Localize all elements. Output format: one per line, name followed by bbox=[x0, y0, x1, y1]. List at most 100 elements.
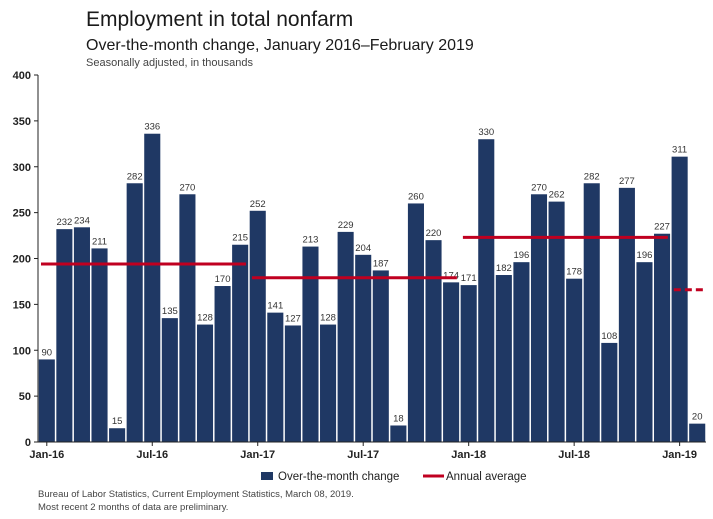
legend-line-label: Annual average bbox=[446, 471, 527, 483]
y-tick-label: 200 bbox=[13, 254, 31, 266]
data-label: 127 bbox=[285, 313, 301, 324]
data-label: 182 bbox=[496, 263, 512, 274]
bar bbox=[636, 262, 653, 442]
legend: Over-the-month change Annual average bbox=[261, 471, 527, 483]
data-label: 135 bbox=[162, 306, 178, 317]
bar bbox=[355, 254, 372, 442]
axes-group: 0 50 100 150 200 250 300 350 400 Jan-16 Jul-16 Jan-… bbox=[13, 70, 706, 461]
data-label: 128 bbox=[320, 313, 336, 324]
bar bbox=[38, 359, 55, 442]
data-label: 196 bbox=[637, 250, 653, 261]
data-label: 187 bbox=[373, 258, 389, 269]
source-note: Bureau of Labor Statistics, Current Empl… bbox=[38, 489, 354, 500]
data-label: 178 bbox=[566, 267, 582, 278]
data-label: 15 bbox=[112, 416, 123, 427]
y-tick-label: 0 bbox=[25, 437, 31, 449]
data-label: 336 bbox=[144, 122, 160, 133]
y-tick-label: 350 bbox=[13, 116, 31, 128]
bar bbox=[478, 139, 495, 442]
bar bbox=[689, 423, 706, 442]
data-label: 90 bbox=[42, 347, 53, 358]
x-tick-label: Jan-19 bbox=[662, 449, 697, 461]
chart-note: Seasonally adjusted, in thousands bbox=[86, 57, 253, 69]
bar bbox=[267, 312, 284, 442]
bar bbox=[407, 203, 424, 442]
y-tick-label: 400 bbox=[13, 70, 31, 82]
bar bbox=[232, 244, 249, 442]
bar bbox=[425, 240, 442, 442]
bar bbox=[460, 285, 477, 442]
bar bbox=[583, 183, 600, 442]
chart-title: Employment in total nonfarm bbox=[86, 8, 354, 31]
bar bbox=[566, 278, 583, 442]
data-label: 204 bbox=[355, 243, 371, 254]
bar bbox=[144, 133, 161, 442]
data-label: 234 bbox=[74, 215, 90, 226]
data-label: 270 bbox=[531, 182, 547, 193]
bar bbox=[337, 231, 354, 442]
y-tick-label: 250 bbox=[13, 208, 31, 220]
bar bbox=[513, 262, 530, 442]
data-label: 128 bbox=[197, 313, 213, 324]
x-tick-label: Jul-17 bbox=[347, 449, 379, 461]
data-label: 252 bbox=[250, 199, 266, 210]
bar bbox=[372, 270, 389, 442]
bar bbox=[320, 324, 337, 442]
data-label: 270 bbox=[179, 182, 195, 193]
data-label: 211 bbox=[92, 236, 107, 247]
data-label: 215 bbox=[232, 233, 248, 244]
data-label: 174 bbox=[443, 270, 459, 281]
bar bbox=[530, 194, 548, 442]
bar bbox=[618, 187, 635, 442]
legend-bar-swatch bbox=[261, 472, 273, 480]
x-tick-label: Jul-18 bbox=[558, 449, 590, 461]
x-tick-label: Jan-18 bbox=[451, 449, 486, 461]
data-label: 282 bbox=[127, 171, 143, 182]
bar bbox=[443, 282, 460, 442]
data-label: 260 bbox=[408, 191, 424, 202]
data-label: 227 bbox=[654, 222, 670, 233]
annual-average-group bbox=[41, 235, 703, 292]
bar bbox=[196, 324, 214, 442]
bar bbox=[161, 318, 178, 442]
bar bbox=[91, 248, 108, 442]
bar bbox=[284, 325, 301, 442]
data-label: 18 bbox=[393, 413, 404, 424]
legend-bar-label: Over-the-month change bbox=[278, 471, 399, 483]
y-tick-label: 50 bbox=[19, 391, 31, 403]
bar bbox=[654, 233, 671, 442]
data-label: 213 bbox=[303, 235, 319, 246]
bar bbox=[601, 342, 618, 442]
data-label: 171 bbox=[461, 273, 477, 284]
bar bbox=[126, 183, 143, 442]
bar bbox=[390, 425, 407, 442]
data-label: 108 bbox=[601, 331, 617, 342]
data-label: 330 bbox=[478, 127, 494, 138]
bar bbox=[302, 246, 319, 442]
data-label: 196 bbox=[513, 250, 529, 261]
bar bbox=[249, 210, 266, 442]
data-label: 220 bbox=[426, 228, 442, 239]
data-label: 277 bbox=[619, 176, 635, 187]
bar bbox=[179, 194, 196, 442]
bar bbox=[548, 201, 565, 442]
data-label: 311 bbox=[672, 145, 687, 156]
y-tick-label: 100 bbox=[13, 345, 31, 357]
data-label: 282 bbox=[584, 171, 600, 182]
bar bbox=[73, 227, 90, 442]
x-tick-label: Jul-16 bbox=[136, 449, 168, 461]
x-tick-label: Jan-16 bbox=[29, 449, 64, 461]
data-label: 262 bbox=[549, 190, 565, 201]
chart-subtitle: Over-the-month change, January 2016–Febr… bbox=[86, 37, 474, 54]
data-label: 20 bbox=[692, 412, 703, 423]
bar bbox=[109, 428, 126, 442]
bar bbox=[214, 286, 231, 442]
x-tick-label: Jan-17 bbox=[240, 449, 275, 461]
y-tick-label: 300 bbox=[13, 162, 31, 174]
data-label: 232 bbox=[56, 217, 72, 228]
data-label: 170 bbox=[215, 274, 231, 285]
bar bbox=[671, 156, 688, 442]
data-label: 141 bbox=[267, 301, 283, 312]
